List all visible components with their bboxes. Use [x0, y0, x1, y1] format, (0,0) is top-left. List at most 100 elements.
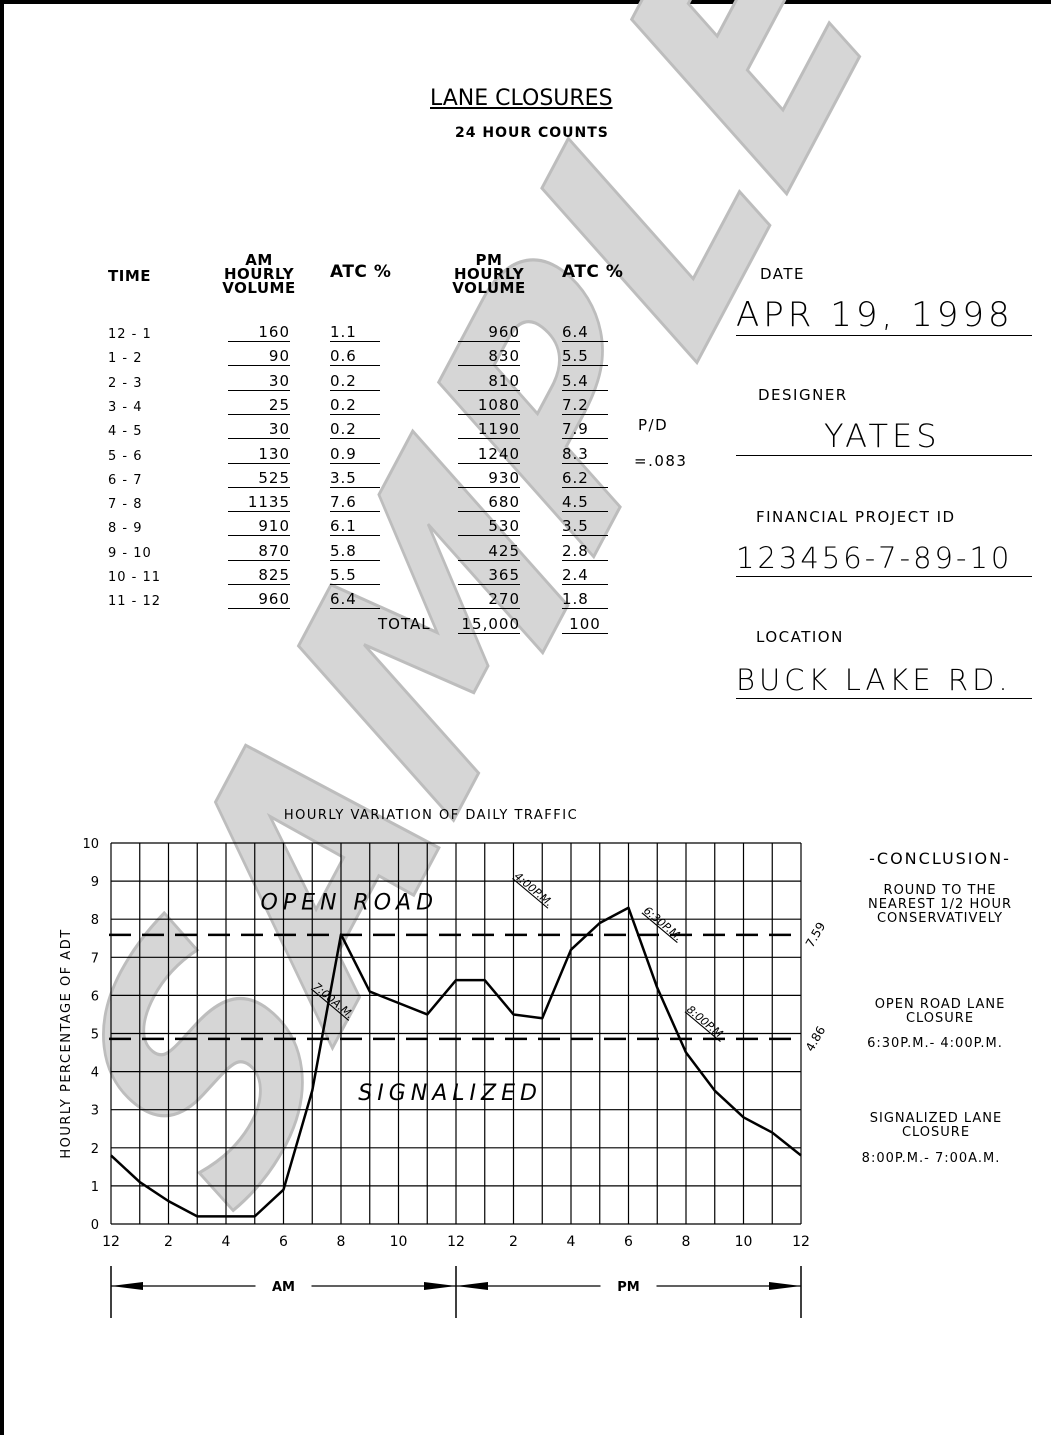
total-label: TOTAL — [378, 615, 431, 633]
row-pm-volume: 530 — [458, 517, 520, 536]
y-tick-label: 10 — [82, 837, 99, 852]
signalized-closure-time: 8:00P.M.- 7:00A.M. — [861, 1151, 1001, 1166]
row-am-volume: 90 — [228, 347, 290, 366]
row-time: 10 - 11 — [108, 570, 162, 585]
row-pm-percent: 7.9 — [562, 420, 608, 439]
row-pm-volume: 680 — [458, 493, 520, 512]
row-am-volume: 1135 — [228, 493, 290, 512]
signalized-line1: SIGNALIZED LANE — [869, 1111, 1003, 1126]
x-tick-label: 8 — [682, 1234, 691, 1250]
open-road-line2: CLOSURE — [905, 1011, 975, 1026]
y-tick-label: 7 — [91, 951, 99, 966]
x-tick-label: 6 — [624, 1234, 633, 1250]
row-am-percent: 0.9 — [330, 445, 380, 464]
row-pm-percent: 6.2 — [562, 469, 608, 488]
y-tick-label: 1 — [91, 1180, 99, 1195]
date-label: DATE — [760, 265, 806, 283]
header-pm-line3: VOLUME — [452, 279, 526, 297]
period-label: PM — [617, 1280, 639, 1295]
row-am-volume: 25 — [228, 396, 290, 415]
row-time: 6 - 7 — [108, 473, 143, 488]
x-tick-label: 12 — [102, 1234, 120, 1250]
row-am-percent: 0.6 — [330, 347, 380, 366]
designer-name: YATES — [824, 417, 941, 455]
conclusion-round-note: ROUND TO THE NEAREST 1/2 HOUR CONSERVATI… — [840, 884, 1040, 926]
row-time: 7 - 8 — [108, 497, 143, 512]
row-pm-volume: 365 — [458, 566, 520, 585]
row-pm-percent: 5.5 — [562, 347, 608, 366]
x-tick-label: 2 — [164, 1234, 173, 1250]
reference-line-value: 4.86 — [803, 1024, 828, 1054]
row-time: 3 - 4 — [108, 400, 143, 415]
period-arrowhead — [456, 1282, 488, 1290]
row-pm-volume: 930 — [458, 469, 520, 488]
row-time: 12 - 1 — [108, 327, 152, 342]
row-am-volume: 525 — [228, 469, 290, 488]
row-pm-volume: 1190 — [458, 420, 520, 439]
row-pm-percent: 8.3 — [562, 445, 608, 464]
open-road-line1: OPEN ROAD LANE — [874, 997, 1006, 1012]
row-am-volume: 160 — [228, 323, 290, 342]
header-am-line2: HOURLY — [223, 265, 295, 283]
row-time: 2 - 3 — [108, 376, 143, 391]
row-am-volume: 130 — [228, 445, 290, 464]
conclusion-heading: -CONCLUSION- — [869, 849, 1011, 868]
designer-value: YATES — [736, 415, 1032, 456]
row-pm-percent: 5.4 — [562, 372, 608, 391]
row-am-percent: 6.4 — [330, 590, 380, 609]
y-tick-label: 3 — [91, 1104, 99, 1119]
header-am-volume: AM HOURLY VOLUME — [217, 251, 301, 297]
row-pm-volume: 1240 — [458, 445, 520, 464]
chart-title: HOURLY VARIATION OF DAILY TRAFFIC — [284, 808, 578, 823]
y-tick-label: 4 — [91, 1066, 99, 1081]
row-am-percent: 0.2 — [330, 420, 380, 439]
open-road-closure-title: OPEN ROAD LANE CLOSURE — [840, 998, 1040, 1026]
period-label: AM — [272, 1280, 295, 1295]
row-pm-percent: 2.8 — [562, 542, 608, 561]
header-pm-volume: PM HOURLY VOLUME — [447, 253, 531, 297]
header-atc-am: ATC % — [330, 262, 392, 282]
row-pm-percent: 1.8 — [562, 590, 608, 609]
signalized-line2: CLOSURE — [901, 1125, 971, 1140]
row-time: 5 - 6 — [108, 449, 143, 464]
row-am-percent: 0.2 — [330, 372, 380, 391]
x-tick-label: 8 — [337, 1234, 346, 1250]
round-note-line1: ROUND TO THE — [883, 883, 997, 898]
time-annotation: 6:30P.M. — [641, 904, 685, 944]
row-pm-volume: 810 — [458, 372, 520, 391]
row-am-volume: 30 — [228, 420, 290, 439]
period-arrowhead — [111, 1282, 143, 1290]
designer-label: DESIGNER — [758, 386, 848, 404]
row-am-percent: 3.5 — [330, 469, 380, 488]
row-am-volume: 960 — [228, 590, 290, 609]
header-am-line1: AM — [245, 251, 273, 269]
y-tick-label: 8 — [91, 913, 99, 928]
y-tick-label: 2 — [91, 1142, 99, 1157]
x-tick-label: 4 — [567, 1234, 576, 1250]
row-pm-percent: 7.2 — [562, 396, 608, 415]
row-pm-percent: 4.5 — [562, 493, 608, 512]
total-volume: 15,000 — [458, 615, 520, 634]
row-am-percent: 0.2 — [330, 396, 380, 415]
header-atc-pm: ATC % — [562, 262, 624, 282]
y-tick-label: 6 — [91, 989, 99, 1004]
total-percent: 100 — [562, 615, 608, 634]
y-axis-label: HOURLY PERCENTAGE OF ADT — [59, 928, 74, 1158]
row-am-percent: 1.1 — [330, 323, 380, 342]
x-tick-label: 12 — [447, 1234, 465, 1250]
row-pm-percent: 3.5 — [562, 517, 608, 536]
row-am-volume: 30 — [228, 372, 290, 391]
x-tick-label: 2 — [509, 1234, 518, 1250]
row-am-percent: 5.5 — [330, 566, 380, 585]
date-value: APR 19, 1998 — [736, 295, 1032, 336]
x-tick-label: 10 — [735, 1234, 753, 1250]
location-value: BUCK LAKE RD. — [736, 662, 1032, 699]
y-tick-label: 5 — [91, 1028, 99, 1043]
time-annotation: 4:00P.M. — [512, 870, 556, 910]
header-am-line3: VOLUME — [222, 279, 296, 297]
signalized-zone-label: SIGNALIZED — [358, 1081, 542, 1106]
row-pm-volume: 425 — [458, 542, 520, 561]
row-time: 11 - 12 — [108, 594, 162, 609]
row-pm-percent: 6.4 — [562, 323, 608, 342]
